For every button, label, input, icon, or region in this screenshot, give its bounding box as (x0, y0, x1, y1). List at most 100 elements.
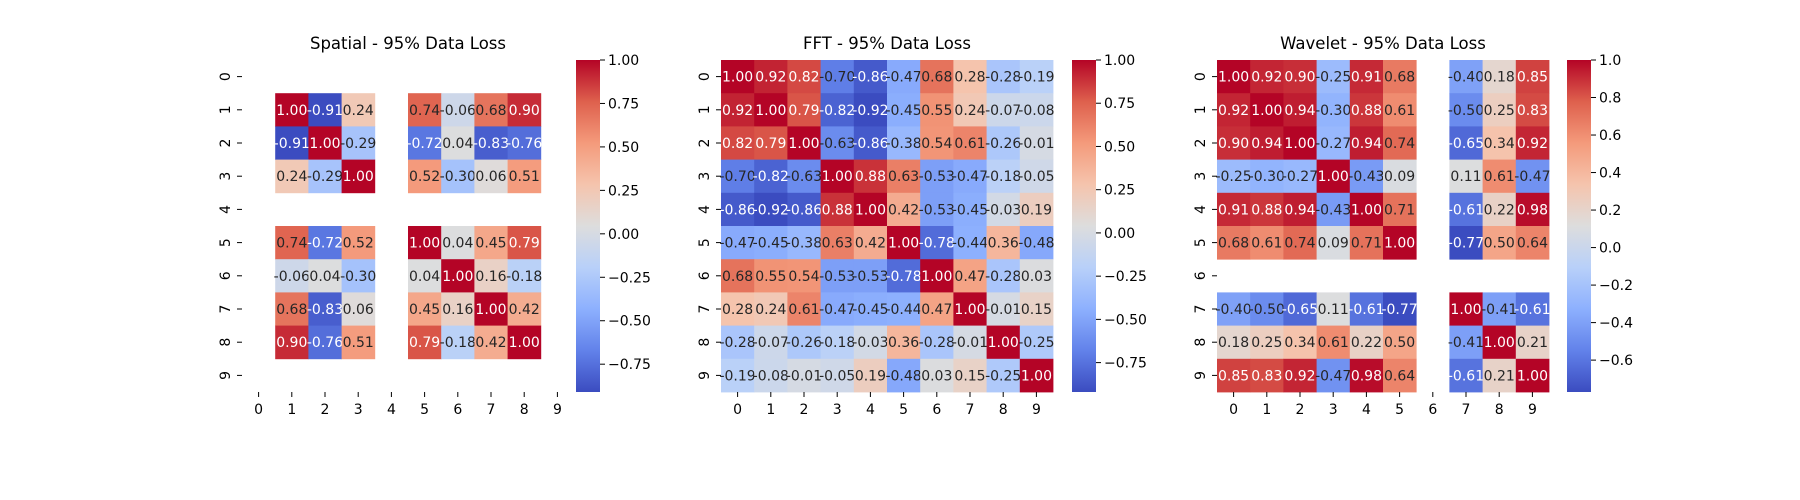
heatmap-cell (920, 126, 954, 160)
y-tick-label: 3 (1193, 172, 1209, 181)
heatmap-cell (920, 358, 954, 393)
heatmap-cell (408, 259, 442, 293)
heatmap-cell (275, 126, 309, 160)
heatmap-cell (986, 292, 1021, 326)
heatmap-cell (853, 60, 888, 94)
heatmap-cell (275, 159, 309, 194)
heatmap-cell (308, 126, 342, 160)
cell-value-label: 0.21 (1517, 335, 1548, 351)
cell-value-label: -0.43 (1348, 169, 1384, 185)
heatmap-cell (275, 226, 309, 260)
cell-value-label: -0.30 (340, 269, 376, 285)
heatmap-cell (1515, 159, 1550, 194)
cell-value-label: -0.45 (753, 236, 789, 252)
x-tick-label: 3 (354, 402, 363, 418)
cell-value-label: -0.47 (719, 236, 755, 252)
cell-value-label: -0.82 (819, 103, 855, 119)
cell-value-label: 0.61 (1384, 103, 1415, 119)
heatmap-cell (787, 226, 821, 260)
cell-value-label: 0.61 (788, 302, 819, 318)
heatmap-cell (853, 358, 888, 393)
heatmap-cell (986, 259, 1021, 293)
heatmap-cell (820, 259, 855, 293)
cell-value-label: 0.68 (921, 70, 952, 86)
heatmap-cell (308, 292, 342, 326)
heatmap-cell (754, 358, 788, 393)
cell-value-label: -0.40 (1448, 70, 1484, 86)
heatmap-cell (853, 259, 888, 293)
heatmap-cell (721, 325, 755, 360)
cell-value-label: -0.61 (1448, 368, 1484, 384)
heatmap-cell (308, 226, 342, 260)
cell-value-label: -0.19 (719, 368, 755, 384)
cell-value-label: 1.00 (855, 202, 886, 218)
cell-value-label: -0.86 (852, 136, 888, 152)
cell-value-label: 0.24 (276, 169, 307, 185)
heatmap-cell (787, 93, 821, 127)
x-tick-label: 2 (321, 402, 330, 418)
heatmap-cell (474, 325, 508, 360)
heatmap-cell (1019, 226, 1054, 260)
heatmap-cell (721, 192, 755, 227)
heatmap-cell (721, 358, 755, 393)
cell-value-label: 0.74 (1284, 236, 1315, 252)
cell-value-label: 1.00 (788, 136, 819, 152)
heatmap-cell (887, 159, 921, 194)
x-tick-label: 9 (553, 402, 562, 418)
heatmap-cell (441, 226, 475, 260)
cell-value-label: -0.30 (440, 169, 476, 185)
cell-value-label: -0.18 (440, 335, 476, 351)
heatmap-cell (1449, 126, 1483, 160)
heatmap-cell (441, 93, 475, 127)
heatmap-cell (1217, 159, 1251, 194)
heatmap-cell (341, 292, 376, 326)
heatmap-cell (820, 226, 855, 260)
heatmap-cell (920, 292, 954, 326)
cell-value-label: -0.50 (1448, 103, 1484, 119)
y-tick-label: 9 (1193, 371, 1209, 380)
cell-value-label: -0.45 (885, 103, 921, 119)
cell-value-label: 0.55 (755, 269, 786, 285)
x-tick-label: 4 (387, 402, 396, 418)
cell-value-label: -0.82 (753, 169, 789, 185)
heatmap-cell (1283, 226, 1317, 260)
y-tick-label: 5 (1193, 238, 1209, 247)
cell-value-label: 0.71 (1384, 202, 1415, 218)
colorbar-tick-label: −0.25 (1104, 269, 1147, 285)
cell-value-label: 0.92 (755, 70, 786, 86)
heatmap-cell (1283, 325, 1317, 360)
heatmap-cell (953, 358, 987, 393)
heatmap-cell (721, 226, 755, 260)
heatmap-cell (341, 93, 376, 127)
cell-value-label: 0.90 (1218, 136, 1249, 152)
cell-value-label: 0.34 (1484, 136, 1515, 152)
heatmap-cell (1515, 292, 1550, 326)
heatmap-cell (1482, 325, 1517, 360)
x-tick-label: 2 (800, 402, 809, 418)
x-tick-label: 1 (287, 402, 296, 418)
cell-value-label: 0.61 (1251, 236, 1282, 252)
cell-value-label: 0.88 (822, 202, 853, 218)
heatmap-cell (887, 60, 921, 94)
cell-value-label: -0.61 (1348, 302, 1384, 318)
cell-value-label: 0.24 (954, 103, 985, 119)
heatmap-cell (1217, 192, 1251, 227)
heatmap-cell (1383, 292, 1417, 326)
cell-value-label: 0.52 (343, 236, 374, 252)
cell-value-label: -0.47 (885, 70, 921, 86)
heatmap-cell (1349, 226, 1384, 260)
heatmap-cell (1283, 159, 1317, 194)
x-tick-label: 3 (1329, 402, 1338, 418)
heatmap-cell (754, 126, 788, 160)
heatmap-cell (1449, 192, 1483, 227)
cell-value-label: 0.82 (788, 70, 819, 86)
cell-value-label: 0.22 (1351, 335, 1382, 351)
heatmap-cell (1349, 325, 1384, 360)
cell-value-label: -0.40 (1215, 302, 1251, 318)
heatmap-cell (474, 126, 508, 160)
heatmap-cell (408, 226, 442, 260)
heatmap-cell (1449, 159, 1483, 194)
cell-value-label: 0.68 (1384, 70, 1415, 86)
